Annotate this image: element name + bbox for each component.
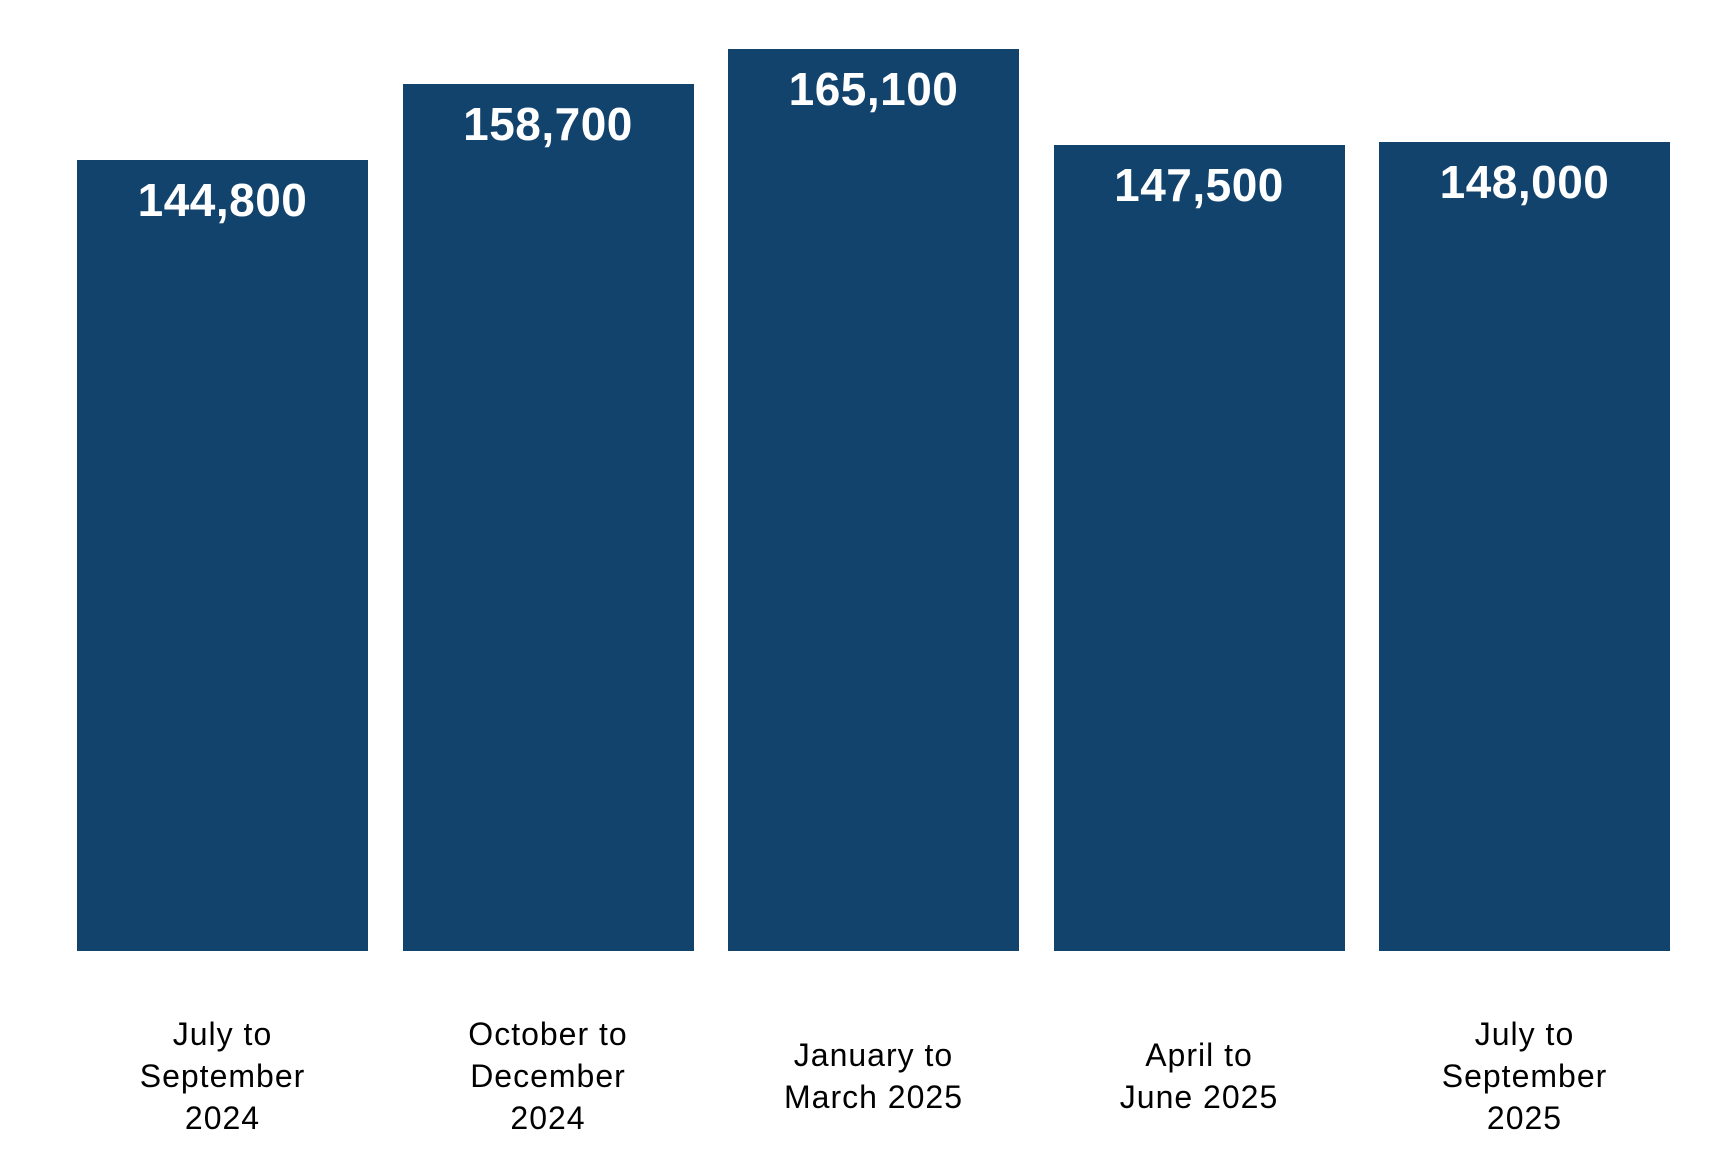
bar-value-label: 147,500 (1114, 159, 1284, 211)
x-axis-label: October to December 2024 (403, 1000, 694, 1152)
bar-value-label: 165,100 (788, 63, 959, 115)
x-axis-label-line: 2024 (510, 1100, 586, 1136)
x-axis-label-line: September (139, 1058, 306, 1094)
x-axis-label-line: July to (172, 1016, 273, 1052)
bar-value-label: 158,700 (463, 98, 633, 150)
x-axis-label-line: April to (1145, 1037, 1253, 1073)
x-axis-label-line: 2025 (1486, 1100, 1563, 1136)
x-axis-labels: July to September 2024 October to December 20… (0, 1000, 1728, 1152)
plot-area: 144,800 158,700 165,100 147,500 148,000 (77, 49, 1670, 951)
bar: 148,000 (1379, 142, 1670, 951)
x-axis-label-line: 2024 (184, 1100, 261, 1136)
x-axis-label-line: January to (793, 1037, 954, 1073)
bar: 144,800 (77, 160, 368, 951)
x-axis-label-line: March 2025 (784, 1079, 963, 1115)
x-axis-label: April to June 2025 (1054, 1000, 1345, 1152)
bar: 147,500 (1053, 145, 1345, 951)
bar-value-label: 144,800 (137, 174, 308, 226)
x-axis-label-line: December (470, 1058, 626, 1094)
x-axis-label-line: September (1441, 1058, 1608, 1094)
x-axis-label: July to September 2025 (1379, 1000, 1670, 1152)
x-axis-label-line: June 2025 (1119, 1079, 1279, 1115)
bar: 158,700 (402, 84, 694, 951)
bar: 165,100 (728, 49, 1019, 951)
x-axis-label: July to September 2024 (77, 1000, 368, 1152)
bar-value-label: 148,000 (1439, 156, 1610, 208)
x-axis-label: January to March 2025 (728, 1000, 1019, 1152)
x-axis-label-line: October to (468, 1016, 628, 1052)
x-axis-label-line: July to (1474, 1016, 1575, 1052)
